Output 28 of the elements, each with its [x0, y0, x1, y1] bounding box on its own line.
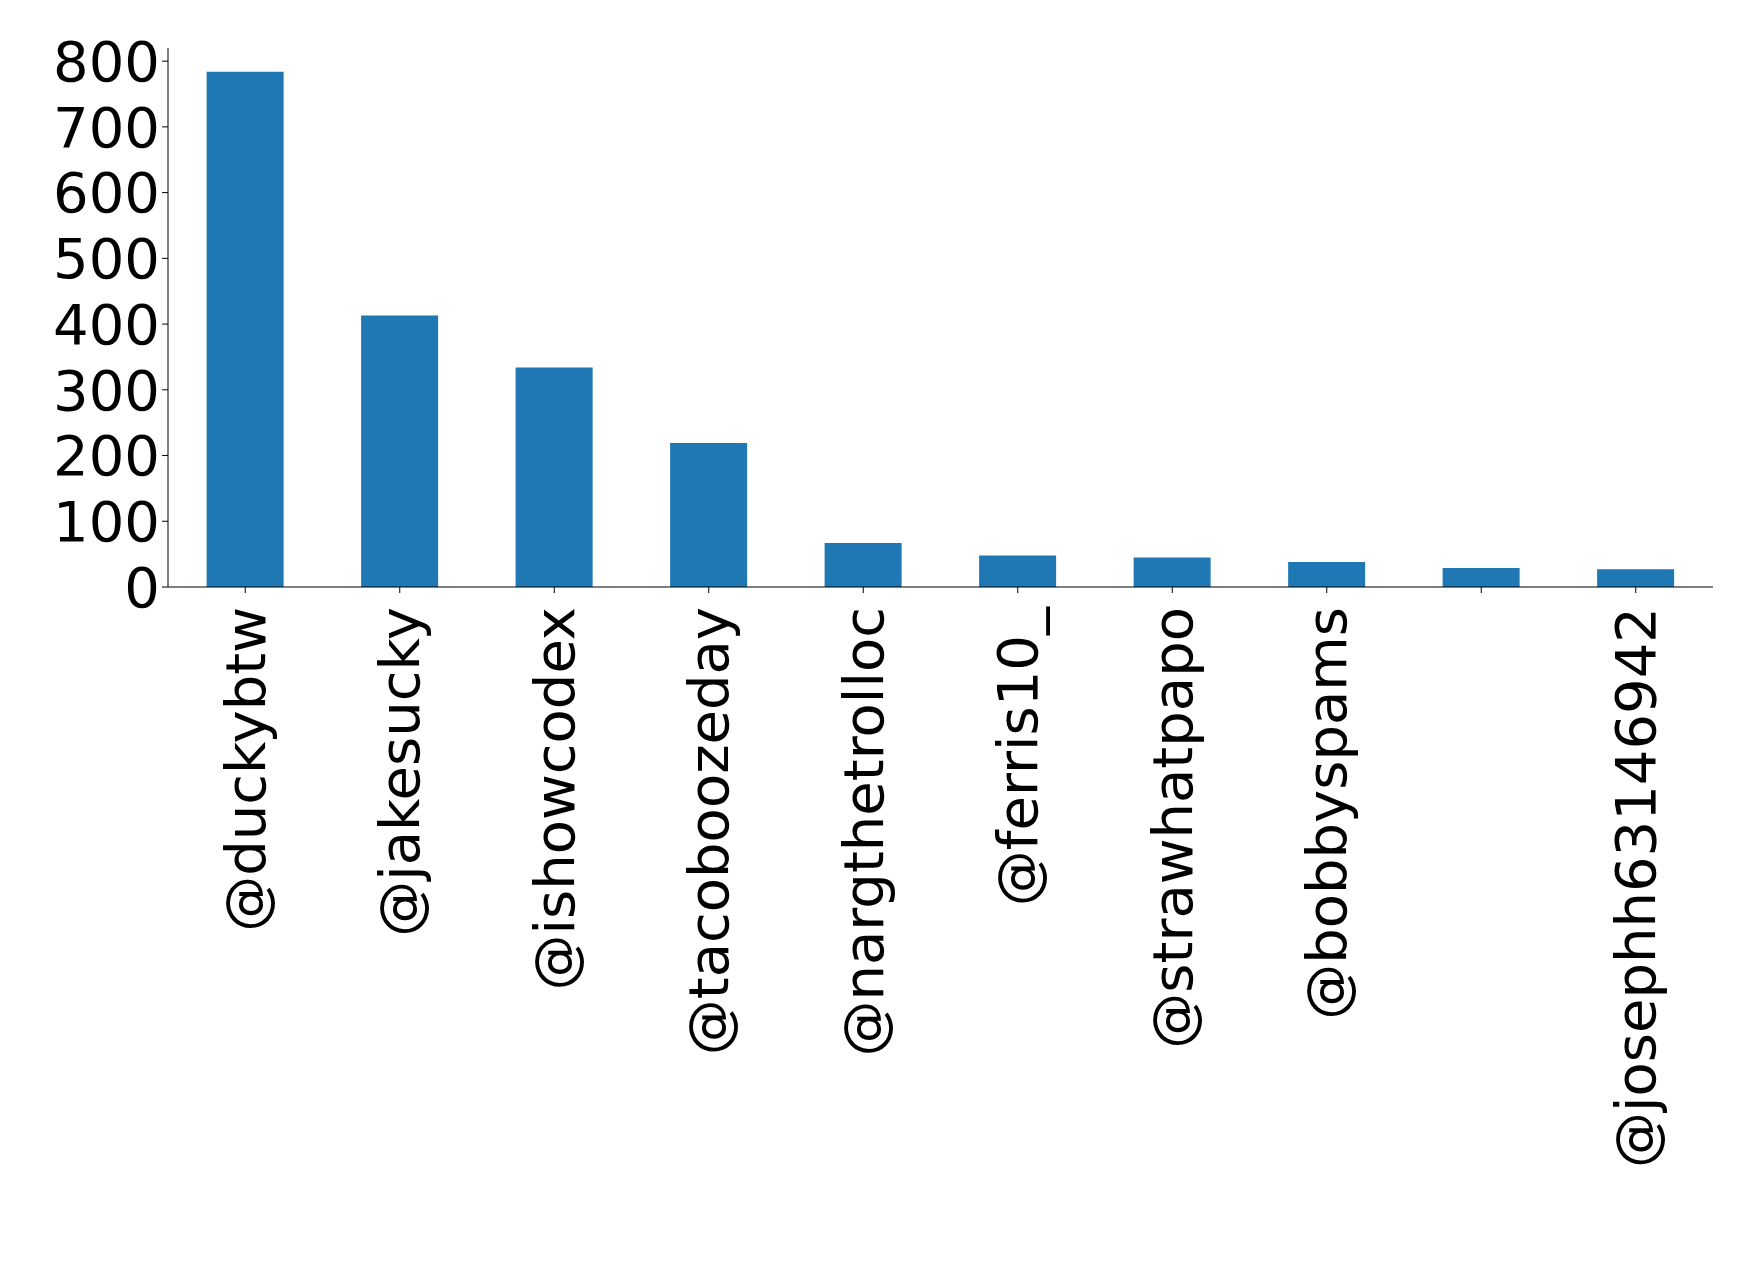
bar	[979, 555, 1057, 587]
x-tick-label: @ishowcodex	[521, 607, 587, 991]
x-tick-label: @strawhatpapo	[1139, 607, 1205, 1049]
bar	[670, 443, 748, 587]
x-tick-label: @ferris10_	[985, 606, 1051, 907]
y-tick-label: 600	[53, 160, 160, 226]
y-tick-label: 0	[124, 554, 160, 620]
y-tick-label: 500	[53, 226, 160, 292]
bar	[1442, 567, 1520, 587]
x-tick-label: @tacoboozeday	[676, 607, 742, 1056]
y-tick-label: 200	[53, 423, 160, 489]
y-tick-label: 700	[53, 94, 160, 160]
bar	[1597, 569, 1675, 587]
x-tick-label: @josephh63146942	[1603, 607, 1669, 1169]
bar	[206, 71, 284, 587]
x-tick-label: @duckybtw	[212, 607, 278, 932]
x-tick-label: @nargthetrolloc	[830, 607, 896, 1057]
y-tick-label: 800	[53, 29, 160, 95]
bar	[824, 542, 902, 587]
y-tick-label: 400	[53, 291, 160, 357]
bar	[361, 315, 439, 587]
x-tick-label: @bobbyspams	[1294, 607, 1360, 1020]
y-tick-label: 100	[53, 489, 160, 555]
bar	[1133, 557, 1211, 587]
x-tick-label: @jakesucky	[367, 607, 433, 937]
bar	[1288, 562, 1366, 587]
bar	[515, 367, 593, 587]
y-tick-label: 300	[53, 357, 160, 423]
